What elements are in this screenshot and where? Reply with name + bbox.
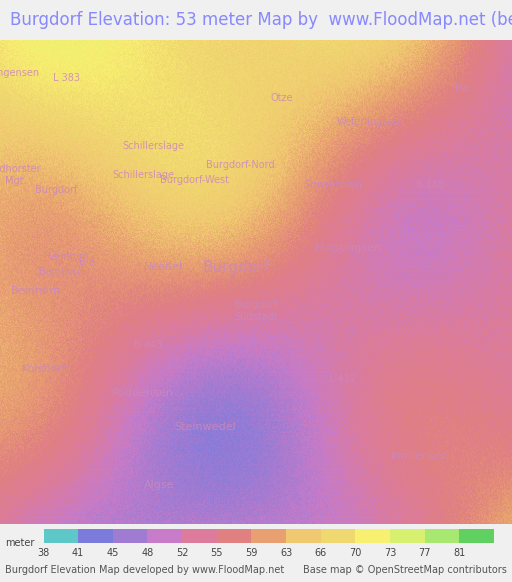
- Text: Heeßel: Heeßel: [144, 262, 183, 272]
- Text: Algse: Algse: [143, 480, 174, 490]
- Bar: [390, 528, 425, 543]
- Text: 77: 77: [418, 548, 431, 558]
- Text: B 443: B 443: [134, 340, 163, 350]
- Text: Burgdorf: Burgdorf: [202, 260, 269, 275]
- Text: 45: 45: [106, 548, 119, 558]
- Bar: [425, 528, 459, 543]
- Text: B 3: B 3: [79, 257, 95, 267]
- Text: Heinhorn: Heinhorn: [44, 253, 89, 262]
- Bar: [355, 528, 390, 543]
- Text: 66: 66: [315, 548, 327, 558]
- Text: 41: 41: [72, 548, 84, 558]
- Bar: [78, 528, 113, 543]
- Text: Burgdorf
Südstadt: Burgdorf Südstadt: [234, 300, 278, 321]
- Bar: [286, 528, 321, 543]
- Bar: [147, 528, 182, 543]
- Bar: [321, 528, 355, 543]
- Text: Ha...: Ha...: [455, 83, 477, 93]
- Text: 38: 38: [37, 548, 50, 558]
- Text: L 412: L 412: [330, 374, 356, 384]
- Text: Röddensen: Röddensen: [112, 388, 175, 398]
- Text: Schillerslage: Schillerslage: [112, 170, 175, 180]
- Text: 73: 73: [384, 548, 396, 558]
- Bar: [182, 528, 217, 543]
- Text: 59: 59: [245, 548, 258, 558]
- Text: Burgdorf Elevation: 53 meter Map by  www.FloodMap.net (beta): Burgdorf Elevation: 53 meter Map by www.…: [10, 11, 512, 29]
- Text: Otze: Otze: [270, 93, 293, 102]
- Text: Schillerslage: Schillerslage: [122, 141, 185, 151]
- Text: 52: 52: [176, 548, 188, 558]
- Bar: [113, 528, 147, 543]
- Text: Hulptingsen: Hulptingsen: [314, 243, 382, 253]
- Text: Weferlingsen: Weferlingsen: [337, 117, 400, 127]
- Text: B 188: B 188: [416, 180, 444, 190]
- Text: Burgdorf-West: Burgdorf-West: [160, 175, 229, 185]
- Text: Oldhorster
Mgt.: Oldhorster Mgt.: [0, 164, 41, 186]
- Bar: [217, 528, 251, 543]
- Text: 70: 70: [349, 548, 361, 558]
- Text: Steinwedel: Steinwedel: [174, 422, 236, 432]
- Text: 55: 55: [210, 548, 223, 558]
- Text: Sorgensen: Sorgensen: [303, 180, 362, 190]
- Text: Immensen: Immensen: [391, 451, 449, 461]
- Text: Kolshorn: Kolshorn: [22, 364, 70, 374]
- Text: L 383: L 383: [53, 73, 80, 83]
- Text: Base map © OpenStreetMap contributors: Base map © OpenStreetMap contributors: [303, 565, 507, 575]
- Text: Engensen: Engensen: [0, 69, 39, 79]
- Text: 81: 81: [453, 548, 465, 558]
- Text: 48: 48: [141, 548, 154, 558]
- Text: Burgdorf: Burgdorf: [35, 184, 77, 195]
- Text: Burgdorf-Nord: Burgdorf-Nord: [206, 161, 275, 171]
- Text: meter: meter: [5, 538, 34, 548]
- Text: Beinhorn: Beinhorn: [39, 267, 83, 277]
- Text: Burgdorf Elevation Map developed by www.FloodMap.net: Burgdorf Elevation Map developed by www.…: [5, 565, 284, 575]
- Text: 63: 63: [280, 548, 292, 558]
- Bar: [251, 528, 286, 543]
- Text: Beinhorn: Beinhorn: [11, 286, 61, 296]
- Bar: [44, 528, 78, 543]
- Bar: [459, 528, 494, 543]
